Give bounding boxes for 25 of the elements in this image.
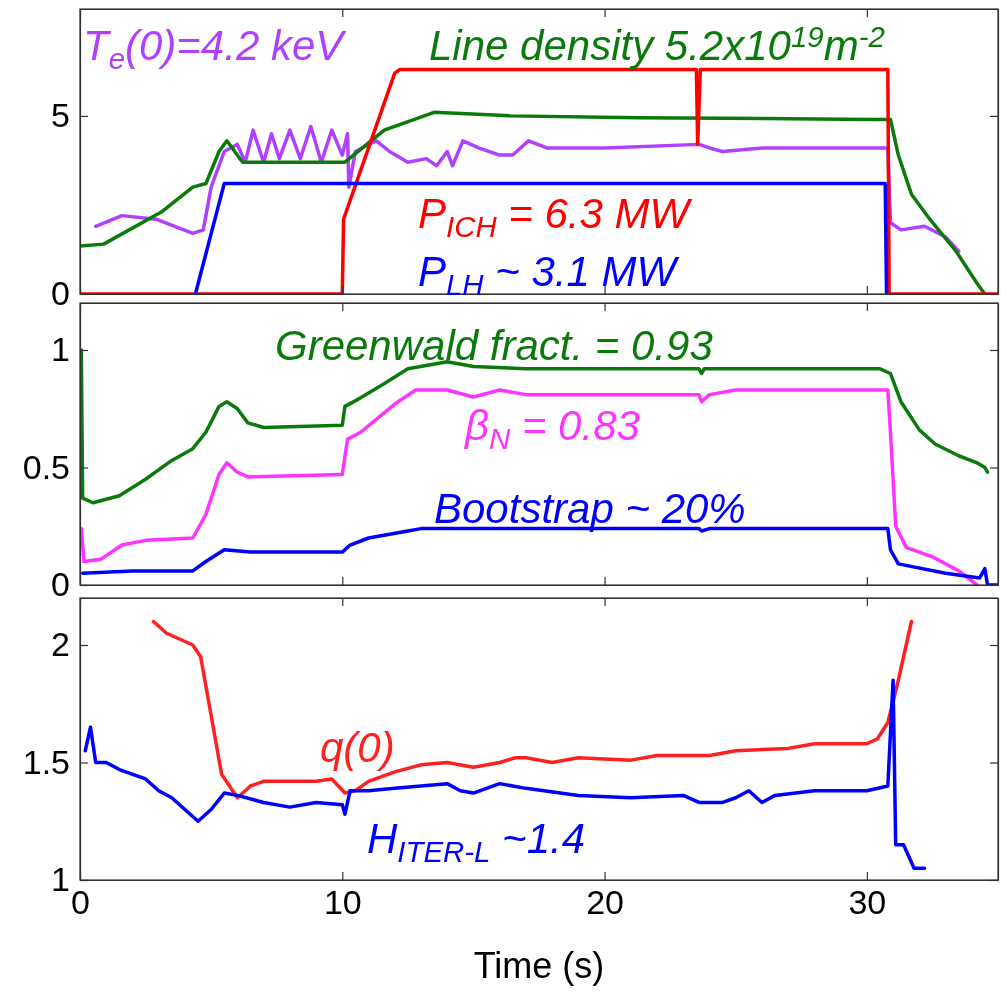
y-tick-label: 1 bbox=[51, 330, 70, 369]
series-label: q(0) bbox=[320, 724, 395, 771]
y-tick-label: 5 bbox=[51, 96, 70, 135]
series-label: H$_{ITER-L}$ ~1.4 bbox=[367, 815, 586, 868]
x-tick-label: 30 bbox=[848, 883, 887, 922]
x-tick-label: 20 bbox=[586, 883, 624, 922]
series-label: P$_{LH}$ ~ 3.1 MW bbox=[418, 248, 680, 301]
y-tick-label: 2 bbox=[51, 625, 70, 664]
y-tick-label: 0.5 bbox=[22, 447, 70, 486]
x-axis-title: Time (s) bbox=[473, 945, 605, 986]
y-tick-label: 0 bbox=[51, 274, 70, 313]
y-tick-label: 0 bbox=[51, 565, 70, 604]
line-series bbox=[80, 110, 987, 294]
series-label: T$_{e}$(0)=4.2 keV bbox=[83, 22, 348, 75]
x-tick-label: 10 bbox=[323, 883, 362, 922]
line-series bbox=[151, 619, 914, 800]
y-tick-label: 1 bbox=[51, 860, 70, 899]
line-series bbox=[83, 678, 927, 870]
series-label: Line density 5.2x10$^{19}$m$^{-2}$ bbox=[429, 19, 885, 69]
line-series bbox=[80, 388, 979, 585]
y-tick-label: 1.5 bbox=[22, 742, 70, 781]
series-label: P$_{ICH}$ = 6.3 MW bbox=[418, 190, 693, 243]
series-label: β$_{N}$ = 0.83 bbox=[463, 402, 640, 455]
series-label: Greenwald fract. = 0.93 bbox=[275, 322, 713, 369]
series-label: Bootstrap ~ 20% bbox=[434, 485, 746, 532]
